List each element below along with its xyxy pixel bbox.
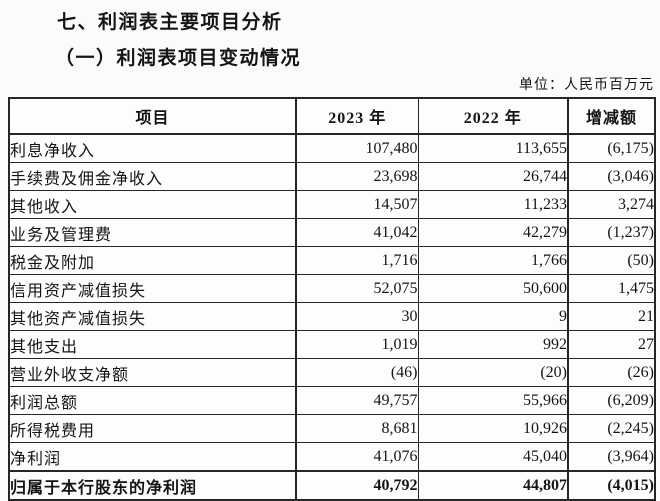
item-cell: 税金及附加 [8, 246, 297, 275]
item-cell: 其他支出 [8, 330, 297, 359]
column-header-2: 2022 年 [417, 97, 569, 135]
value-2023-cell: 14,507 [295, 190, 419, 219]
profit-statement-table: 项目 2023 年 2022 年增减额 利息净收入 107,480 113,655 (6,… [8, 97, 656, 501]
value-2022-cell: 10,926 [417, 414, 569, 443]
page-subtitle: （一）利润表项目变动情况 [55, 48, 302, 69]
table-row: 所得税费用 8,681 10,926 (2,245) [8, 414, 656, 443]
column-header-3: 增减额 [567, 97, 656, 135]
table-row: 其他收入 14,507 11,233 3,274 [8, 190, 656, 219]
value-2022-cell: 55,966 [417, 386, 569, 415]
value-2022-cell: 11,233 [417, 190, 569, 219]
change-cell: (4,015) [567, 470, 656, 501]
value-2022-cell: 9 [417, 302, 569, 331]
value-2023-cell: 49,757 [295, 386, 419, 415]
value-2023-cell: 8,681 [295, 414, 419, 443]
value-2023-cell: 40,792 [295, 470, 419, 501]
item-cell: 利润总额 [8, 386, 297, 415]
value-2023-cell: 1,716 [295, 246, 419, 275]
change-cell: (6,209) [567, 386, 656, 415]
column-header-0: 项目 [8, 97, 297, 135]
value-2022-cell: 44,807 [417, 470, 569, 501]
change-cell: (26) [567, 358, 656, 387]
change-cell: 27 [567, 330, 656, 359]
table-row: 其他支出 1,019 992 27 [8, 330, 656, 359]
change-cell: (3,046) [567, 162, 656, 191]
item-cell: 营业外收支净额 [8, 358, 297, 387]
page-title: 七、利润表主要项目分析 [57, 12, 283, 33]
item-cell: 所得税费用 [8, 414, 297, 443]
column-header-1: 2023 年 [295, 97, 419, 135]
value-2023-cell: 41,076 [295, 442, 419, 472]
table-row: 利息净收入 107,480 113,655 (6,175) [8, 133, 656, 163]
change-cell: 21 [567, 302, 656, 331]
value-2023-cell: 107,480 [295, 133, 419, 163]
change-cell: 1,475 [567, 274, 656, 303]
value-2022-cell: 42,279 [417, 218, 569, 247]
change-cell: (50) [567, 246, 656, 275]
table-row: 归属于本行股东的净利润 40,792 44,807 (4,015) [8, 470, 656, 501]
value-2022-cell: 992 [417, 330, 569, 359]
item-cell: 手续费及佣金净收入 [8, 162, 297, 191]
item-cell: 其他收入 [8, 190, 297, 219]
value-2022-cell: (20) [417, 358, 569, 387]
value-2023-cell: 30 [295, 302, 419, 331]
change-cell: (1,237) [567, 218, 656, 247]
table-row: 税金及附加 1,716 1,766 (50) [8, 246, 656, 275]
item-cell: 信用资产减值损失 [8, 274, 297, 303]
change-cell: (6,175) [567, 133, 656, 163]
item-cell: 归属于本行股东的净利润 [8, 470, 297, 501]
value-2023-cell: 1,019 [295, 330, 419, 359]
table-header-row: 项目 2023 年 2022 年增减额 [8, 97, 656, 135]
change-cell: (3,964) [567, 442, 656, 472]
value-2022-cell: 26,744 [417, 162, 569, 191]
change-cell: 3,274 [567, 190, 656, 219]
value-2023-cell: 41,042 [295, 218, 419, 247]
table-row: 手续费及佣金净收入 23,698 26,744 (3,046) [8, 162, 656, 191]
table-row: 其他资产减值损失 30 9 21 [8, 302, 656, 331]
value-2022-cell: 1,766 [417, 246, 569, 275]
value-2023-cell: (46) [295, 358, 419, 387]
value-2022-cell: 45,040 [417, 442, 569, 472]
table-row: 利润总额 49,757 55,966 (6,209) [8, 386, 656, 415]
value-2022-cell: 50,600 [417, 274, 569, 303]
table-row: 业务及管理费 41,042 42,279 (1,237) [8, 218, 656, 247]
value-2023-cell: 52,075 [295, 274, 419, 303]
item-cell: 其他资产减值损失 [8, 302, 297, 331]
item-cell: 业务及管理费 [8, 218, 297, 247]
table-row: 净利润 41,076 45,040 (3,964) [8, 442, 656, 472]
item-cell: 利息净收入 [8, 133, 297, 163]
table-row: 营业外收支净额 (46) (20) (26) [8, 358, 656, 387]
item-cell: 净利润 [8, 442, 297, 472]
value-2023-cell: 23,698 [295, 162, 419, 191]
unit-note: 单位：人民币百万元 [519, 78, 654, 93]
value-2022-cell: 113,655 [417, 133, 569, 163]
table-row: 信用资产减值损失 52,075 50,600 1,475 [8, 274, 656, 303]
change-cell: (2,245) [567, 414, 656, 443]
